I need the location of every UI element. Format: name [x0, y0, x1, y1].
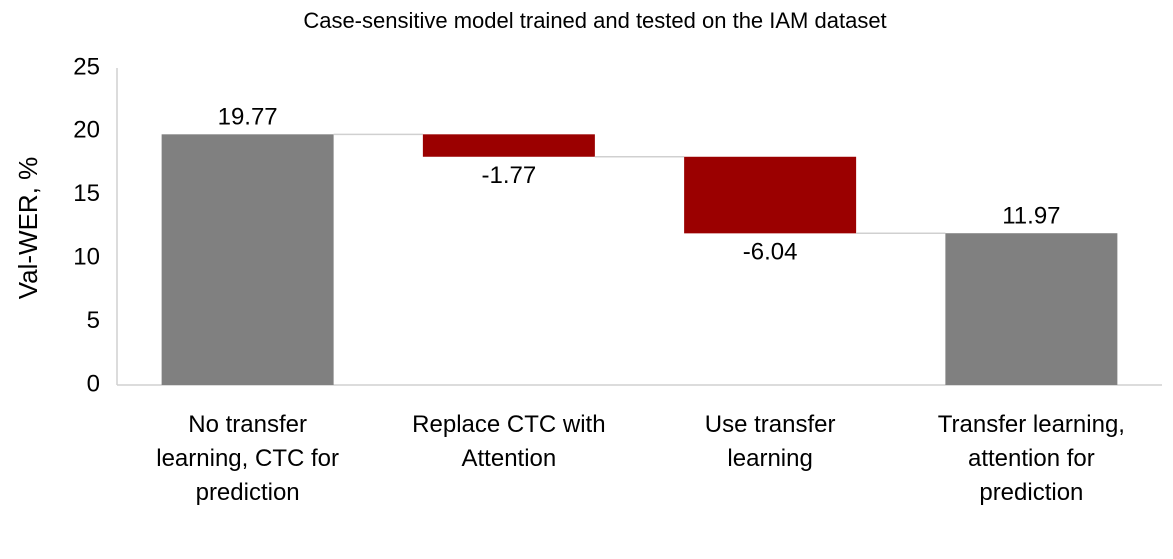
- y-tick-label: 25: [73, 53, 100, 80]
- x-tick-label: Use transfer learning: [704, 411, 836, 472]
- bar: [945, 233, 1118, 385]
- value-label: 19.77: [218, 104, 278, 131]
- value-label: 11.97: [1002, 203, 1060, 230]
- y-tick-label: 20: [73, 117, 100, 144]
- y-axis-label: Val-WER, %: [13, 157, 43, 300]
- x-tick-label: No transfer learning, CTC for prediction: [156, 411, 339, 506]
- bar: [161, 134, 334, 385]
- value-label: -1.77: [482, 162, 537, 189]
- bar: [684, 156, 857, 234]
- chart-title: Case-sensitive model trained and tested …: [303, 8, 886, 33]
- value-label: -6.04: [743, 239, 798, 266]
- x-tick-label: Replace CTC with Attention: [412, 411, 606, 472]
- y-tick-label: 15: [73, 180, 100, 207]
- bar: [422, 134, 595, 157]
- y-tick-label: 5: [87, 307, 100, 334]
- y-tick-label: 0: [87, 370, 100, 397]
- y-tick-label: 10: [73, 244, 100, 271]
- x-tick-label: Transfer learning, attention for predict…: [937, 411, 1125, 506]
